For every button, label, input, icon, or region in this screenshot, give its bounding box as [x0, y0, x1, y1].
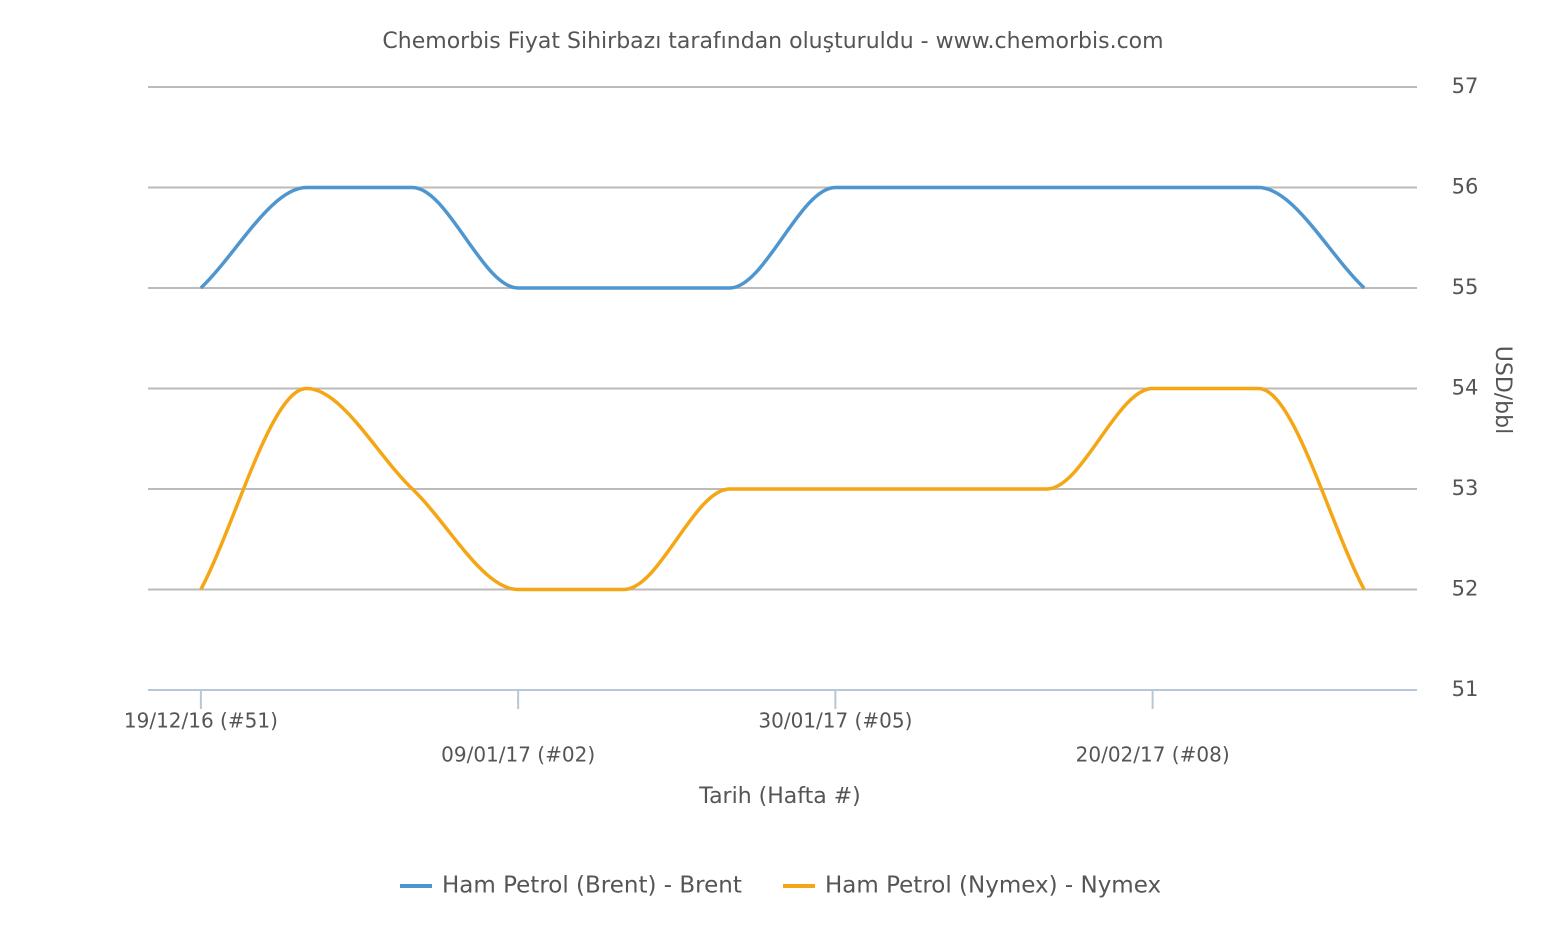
legend-label: Ham Petrol (Brent) - Brent: [442, 873, 742, 899]
line: [199, 185, 1366, 290]
y-tick-label: 57: [1452, 74, 1479, 98]
chart-title: Chemorbis Fiyat Sihirbazı tarafından olu…: [382, 29, 1163, 54]
y-tick-label: 51: [1452, 677, 1479, 701]
y-tick-label: 54: [1452, 376, 1479, 400]
x-tick-label: 09/01/17 (#02): [441, 743, 595, 767]
line: [199, 386, 1366, 592]
y-axis-title: USD/bbl: [1490, 346, 1515, 434]
x-axis-title: Tarih (Hafta #): [698, 784, 860, 809]
y-tick-label: 53: [1452, 476, 1479, 500]
x-tick-label: 20/02/17 (#08): [1076, 743, 1230, 767]
legend-label: Ham Petrol (Nymex) - Nymex: [825, 873, 1161, 899]
x-tick-label: 30/01/17 (#05): [758, 709, 912, 733]
y-tick-label: 52: [1452, 577, 1479, 601]
x-tick-label: 19/12/16 (#51): [124, 709, 278, 733]
y-tick-label: 56: [1452, 175, 1479, 199]
y-tick-label: 55: [1452, 275, 1479, 299]
